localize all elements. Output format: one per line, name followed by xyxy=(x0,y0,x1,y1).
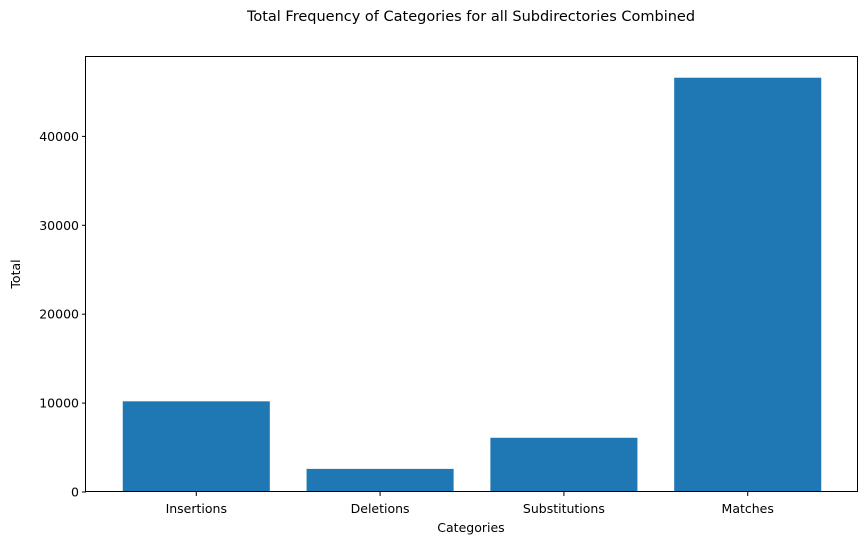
x-tick-label: Substitutions xyxy=(523,501,605,516)
x-tick-label: Deletions xyxy=(351,501,410,516)
chart-title: Total Frequency of Categories for all Su… xyxy=(246,9,695,25)
bar-deletions xyxy=(306,468,454,492)
y-tick-label: 20000 xyxy=(39,307,79,322)
y-tick-label: 40000 xyxy=(39,129,79,144)
bar-substitutions xyxy=(490,437,638,492)
y-tick-label: 0 xyxy=(71,485,79,500)
bar-matches xyxy=(674,77,822,492)
y-tick-label: 30000 xyxy=(39,218,79,233)
x-axis: Insertions Deletions Substitutions Matches xyxy=(166,492,774,516)
bar-insertions xyxy=(122,401,270,492)
y-tick-label: 10000 xyxy=(39,396,79,411)
x-tick-label: Insertions xyxy=(166,501,227,516)
plot-frame xyxy=(85,56,858,492)
y-axis-label: Total xyxy=(8,259,23,289)
x-axis-label: Categories xyxy=(437,520,504,535)
x-tick-label: Matches xyxy=(722,501,774,516)
y-axis: 0 10000 20000 30000 40000 xyxy=(39,129,86,500)
bars-group xyxy=(122,77,822,492)
